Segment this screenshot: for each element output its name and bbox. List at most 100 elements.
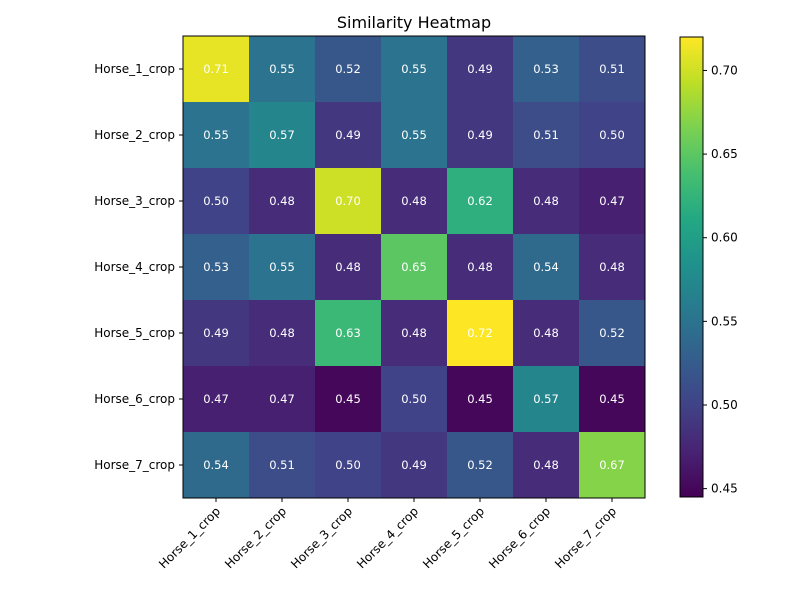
cell-value-label: 0.50 [203,194,229,208]
cell-value-label: 0.71 [203,62,229,76]
x-tick-label: Horse_6_crop [486,504,553,571]
cell-value-label: 0.50 [401,392,427,406]
y-tick-label: Horse_7_crop [94,458,175,472]
cell-value-label: 0.48 [269,326,295,340]
cell-value-label: 0.47 [203,392,229,406]
heatmap-cell [447,300,514,367]
cell-value-label: 0.48 [599,260,625,274]
heatmap-cell [315,234,382,301]
cell-value-label: 0.49 [203,326,229,340]
cell-value-label: 0.47 [599,194,625,208]
cell-value-label: 0.48 [533,194,559,208]
cell-value-label: 0.62 [467,194,493,208]
cell-value-label: 0.48 [533,326,559,340]
colorbar [679,36,704,498]
heatmap-cell [447,366,514,433]
x-tick-label: Horse_3_crop [288,504,355,571]
cell-value-label: 0.57 [269,128,295,142]
cell-value-label: 0.52 [599,326,625,340]
y-tick-label: Horse_5_crop [94,326,175,340]
cell-value-label: 0.55 [401,128,427,142]
cell-value-label: 0.50 [599,128,625,142]
cell-value-label: 0.55 [269,260,295,274]
chart-title: Similarity Heatmap [337,13,491,32]
x-tick-label: Horse_2_crop [222,504,289,571]
cell-value-label: 0.48 [335,260,361,274]
y-tick-label: Horse_6_crop [94,392,175,406]
heatmap-cell [249,366,316,433]
cell-value-label: 0.53 [533,62,559,76]
heatmap-cell [315,300,382,367]
cell-value-label: 0.53 [203,260,229,274]
cell-value-label: 0.57 [533,392,559,406]
cell-value-label: 0.54 [203,458,229,472]
heatmap-cell [183,366,250,433]
heatmap-cell [579,300,646,367]
heatmap-cell [447,432,514,499]
heatmap-cell [513,432,580,499]
heatmap-cell [183,300,250,367]
cell-value-label: 0.55 [401,62,427,76]
heatmap-cell [315,168,382,235]
cell-value-label: 0.55 [269,62,295,76]
heatmap-cell [183,168,250,235]
heatmap-cell [447,36,514,103]
heatmap-cells [183,36,646,499]
cell-value-label: 0.63 [335,326,361,340]
heatmap-cell [513,168,580,235]
cell-value-label: 0.50 [335,458,361,472]
colorbar-tick-label: 0.60 [711,231,738,245]
heatmap-cell [579,234,646,301]
heatmap-cell [315,102,382,169]
y-tick-label: Horse_4_crop [94,260,175,274]
heatmap-cell [447,234,514,301]
cell-value-label: 0.54 [533,260,559,274]
heatmap-cell [315,36,382,103]
cell-value-label: 0.51 [599,62,625,76]
heatmap-cell [447,168,514,235]
heatmap-cell [579,432,646,499]
heatmap-cell [513,102,580,169]
heatmap-cell [579,102,646,169]
colorbar-tick-label: 0.45 [711,482,738,496]
y-tick-label: Horse_1_crop [94,62,175,76]
heatmap-cell [579,168,646,235]
heatmap-cell [249,432,316,499]
cell-value-label: 0.48 [467,260,493,274]
heatmap-cell [183,102,250,169]
heatmap-cell [579,366,646,433]
cell-value-label: 0.65 [401,260,427,274]
cell-value-label: 0.47 [269,392,295,406]
cell-value-label: 0.51 [269,458,295,472]
cell-value-label: 0.49 [467,62,493,76]
cell-value-label: 0.70 [335,194,361,208]
y-tick-label: Horse_2_crop [94,128,175,142]
x-tick-label: Horse_1_crop [156,504,223,571]
cell-value-label: 0.51 [533,128,559,142]
heatmap-cell [249,102,316,169]
y-tick-label: Horse_3_crop [94,194,175,208]
cell-value-label: 0.48 [533,458,559,472]
colorbar-axis: 0.45 0.50 0.55 0.60 0.65 0.70 [703,63,738,496]
heatmap-cell [513,366,580,433]
heatmap-cell [183,432,250,499]
cell-value-label: 0.49 [467,128,493,142]
cell-value-label: 0.45 [335,392,361,406]
heatmap-cell [315,366,382,433]
heatmap-cell [513,300,580,367]
colorbar-tick-label: 0.70 [711,63,738,77]
colorbar-tick-label: 0.55 [711,314,738,328]
heatmap-cell [183,36,250,103]
colorbar-tick-label: 0.50 [711,398,738,412]
cell-value-label: 0.49 [401,458,427,472]
heatmap-cell [447,102,514,169]
cell-value-label: 0.72 [467,326,493,340]
cell-value-label: 0.52 [467,458,493,472]
heatmap-cell [381,102,448,169]
heatmap-cell-labels: 0.71 0.55 0.52 0.55 0.49 0.53 0.51 0.55 0.57 0.49… [203,62,625,472]
heatmap-cell [381,366,448,433]
plot-frame [182,35,646,499]
